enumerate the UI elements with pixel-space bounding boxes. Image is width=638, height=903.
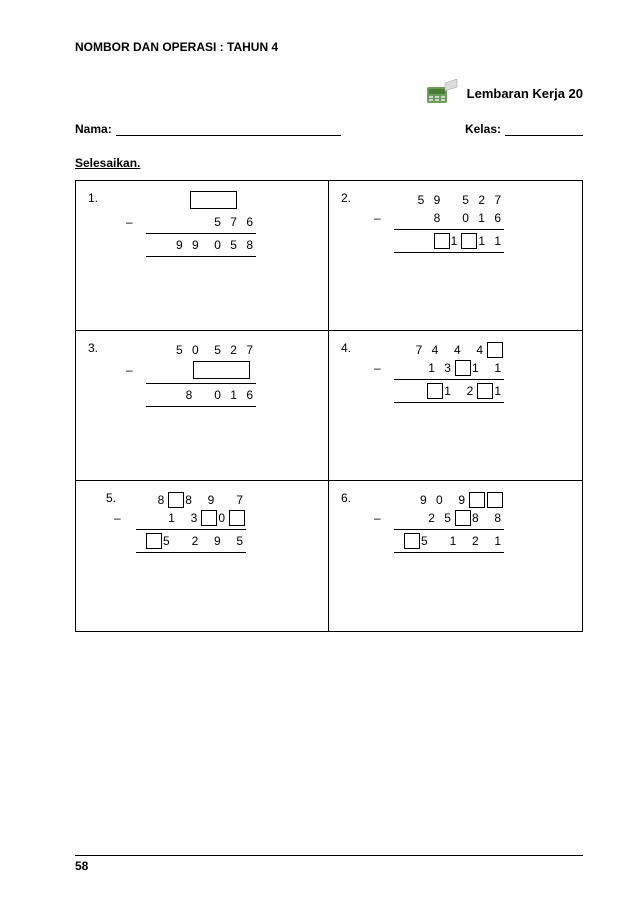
digit: 1 1 bbox=[478, 234, 504, 248]
class-field: Kelas: bbox=[465, 122, 583, 136]
result: 8 0 1 6 bbox=[186, 388, 256, 402]
answer-box[interactable] bbox=[455, 510, 471, 526]
operand: 7 4 4 4 bbox=[416, 343, 486, 357]
operator: – bbox=[374, 511, 384, 525]
operand: 5 0 5 2 7 bbox=[176, 343, 256, 357]
answer-box[interactable] bbox=[427, 383, 443, 399]
q-number: 3. bbox=[88, 341, 98, 355]
digit: 1 bbox=[494, 384, 504, 398]
operand: 5 7 6 bbox=[214, 215, 256, 229]
page-number: 58 bbox=[75, 859, 88, 873]
problem-cell-3: 3. 5 0 5 2 7 – 8 0 1 6 bbox=[76, 331, 329, 481]
calculator-icon bbox=[425, 79, 459, 107]
answer-box[interactable] bbox=[487, 342, 503, 358]
problem-cell-2: 2. 5 9 5 2 7 – 8 0 1 6 1 1 1 bbox=[329, 181, 582, 331]
problem-cell-4: 4. 7 4 4 4 – 1 3 1 1 1 2 1 bbox=[329, 331, 582, 481]
answer-box[interactable] bbox=[404, 533, 420, 549]
answer-box[interactable] bbox=[461, 233, 477, 249]
name-blank[interactable] bbox=[116, 123, 341, 136]
result: 9 9 0 5 8 bbox=[176, 238, 256, 252]
operator: – bbox=[374, 211, 384, 225]
operator: – bbox=[126, 215, 136, 229]
digit: 8 8 bbox=[472, 511, 504, 525]
answer-box[interactable] bbox=[477, 383, 493, 399]
problem-cell-6: 6. 9 0 9 – 2 5 8 8 5 1 2 1 bbox=[329, 481, 582, 631]
answer-box[interactable] bbox=[229, 510, 245, 526]
q-number: 1. bbox=[88, 191, 98, 205]
q-number: 5. bbox=[106, 491, 116, 505]
class-blank[interactable] bbox=[505, 123, 583, 136]
digit: 1 2 bbox=[444, 384, 476, 398]
instruction: Selesaikan. bbox=[75, 156, 583, 170]
answer-box[interactable] bbox=[455, 360, 471, 376]
answer-box[interactable] bbox=[201, 510, 217, 526]
worksheet-label: Lembaran Kerja 20 bbox=[467, 86, 583, 101]
answer-box[interactable] bbox=[168, 492, 184, 508]
digit: 8 9 7 bbox=[185, 493, 246, 507]
page-footer: 58 bbox=[75, 855, 583, 873]
digit: 1 1 bbox=[472, 361, 504, 375]
problem-cell-1: 1. – 5 7 6 9 9 0 5 8 bbox=[76, 181, 329, 331]
operator: – bbox=[114, 511, 130, 525]
operator: – bbox=[126, 363, 136, 377]
problem-cell-5: 5. 8 8 9 7 – 1 3 0 5 2 9 5 bbox=[76, 481, 329, 631]
page-header: NOMBOR DAN OPERASI : TAHUN 4 bbox=[75, 40, 583, 54]
digit: 1 3 bbox=[428, 361, 454, 375]
answer-box[interactable] bbox=[193, 361, 250, 379]
digit: 5 2 9 5 bbox=[163, 534, 246, 548]
q-number: 4. bbox=[341, 341, 351, 355]
operand: 8 0 1 6 bbox=[434, 211, 504, 225]
operator: – bbox=[374, 361, 384, 375]
problem-grid: 1. – 5 7 6 9 9 0 5 8 2. 5 9 5 2 7 – 8 0 1 … bbox=[75, 180, 583, 632]
name-class-row: Nama: Kelas: bbox=[75, 122, 583, 136]
digit: 1 3 bbox=[168, 511, 200, 525]
digit: 9 0 9 bbox=[420, 493, 468, 507]
digit: 2 5 bbox=[428, 511, 454, 525]
digit: 1 bbox=[451, 234, 461, 248]
operand: 5 9 5 2 7 bbox=[418, 193, 504, 207]
digit: 5 1 2 1 bbox=[421, 534, 504, 548]
answer-box[interactable] bbox=[469, 492, 485, 508]
digit: 8 bbox=[158, 493, 168, 507]
answer-box[interactable] bbox=[190, 191, 237, 209]
q-number: 2. bbox=[341, 191, 351, 205]
answer-box[interactable] bbox=[434, 233, 450, 249]
answer-box[interactable] bbox=[146, 533, 162, 549]
q-number: 6. bbox=[341, 491, 351, 505]
digit: 0 bbox=[218, 511, 228, 525]
answer-box[interactable] bbox=[487, 492, 503, 508]
name-field: Nama: bbox=[75, 122, 341, 136]
worksheet-header: Lembaran Kerja 20 bbox=[75, 79, 583, 107]
